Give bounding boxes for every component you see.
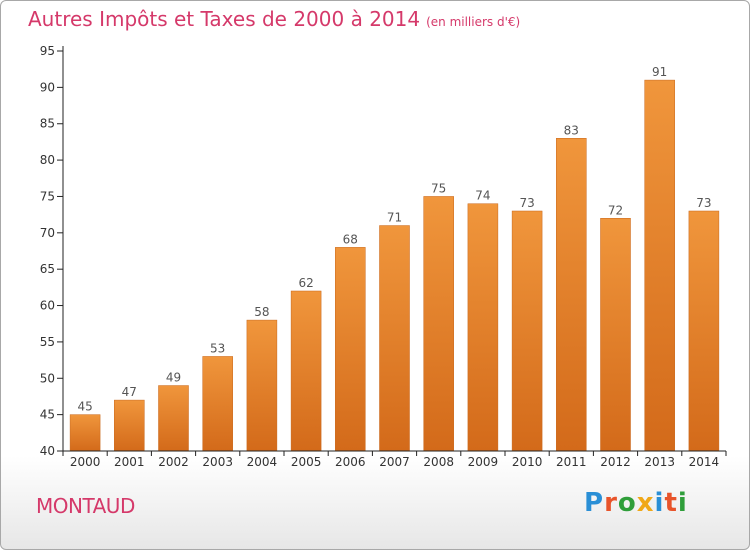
value-label-2013: 91 (652, 65, 667, 79)
x-tick-label-2014: 2014 (689, 455, 720, 469)
x-tick-label-2013: 2013 (644, 455, 675, 469)
y-tick-label: 75 (40, 189, 55, 203)
bar-2008 (423, 196, 454, 452)
x-tick-label-2011: 2011 (556, 455, 587, 469)
y-tick-label: 90 (40, 80, 55, 94)
bar-2014 (688, 210, 720, 452)
bar-2011 (556, 138, 587, 452)
bar-2009 (467, 203, 499, 452)
chart-title-text: Autres Impôts et Taxes de 2000 à 2014 (28, 7, 421, 31)
bar-2006 (335, 247, 366, 452)
x-tick-label-2006: 2006 (335, 455, 366, 469)
bar-2001 (114, 399, 145, 452)
bar-2005 (290, 290, 322, 452)
value-label-2005: 62 (298, 276, 313, 290)
bar-2003 (202, 356, 233, 452)
y-tick-label: 55 (40, 335, 55, 349)
x-tick-label-2000: 2000 (70, 455, 101, 469)
logo-letter: i (654, 488, 665, 518)
value-label-2011: 83 (564, 123, 579, 137)
bars: 45 47 49 53 58 62 68 71 75 74 73 83 72 91 73 (69, 65, 720, 452)
value-label-2004: 58 (254, 305, 269, 319)
y-tick-label: 85 (40, 117, 55, 131)
x-tick-label-2001: 2001 (114, 455, 145, 469)
y-tick-label: 40 (40, 444, 55, 458)
chart-title: Autres Impôts et Taxes de 2000 à 2014 (en… (28, 7, 520, 31)
y-tick-label: 60 (40, 299, 55, 313)
value-label-2008: 75 (431, 181, 446, 195)
x-tick-label-2012: 2012 (600, 455, 631, 469)
value-label-2009: 74 (475, 189, 490, 203)
bar-2004 (246, 319, 278, 452)
chart-subtitle: (en milliers d'€) (426, 15, 521, 29)
logo-letter: t (664, 488, 678, 518)
y-tick-label: 45 (40, 408, 55, 422)
logo-letter: i (677, 488, 688, 518)
value-label-2014: 73 (696, 196, 711, 210)
y-tick-label: 95 (40, 44, 55, 58)
commune-name: MONTAUD (36, 494, 135, 518)
y-tick-label: 80 (40, 153, 55, 167)
value-label-2007: 71 (387, 211, 402, 225)
y-tick-label: 50 (40, 371, 55, 385)
bar-2010 (511, 210, 543, 452)
value-label-2000: 45 (77, 400, 92, 414)
value-label-2001: 47 (122, 385, 137, 399)
logo-letter: P (584, 488, 605, 518)
logo-letter: o (617, 488, 637, 518)
logo-letter: r (604, 488, 618, 518)
x-tick-label-2008: 2008 (423, 455, 454, 469)
x-tick-label-2004: 2004 (247, 455, 278, 469)
value-label-2003: 53 (210, 341, 225, 355)
bar-2000 (69, 414, 101, 452)
x-tick-label-2010: 2010 (512, 455, 543, 469)
x-tick-label-2009: 2009 (468, 455, 499, 469)
x-tick-label-2002: 2002 (158, 455, 189, 469)
bar-2012 (600, 218, 631, 452)
x-tick-label-2003: 2003 (202, 455, 233, 469)
x-axis: 2000 2001 2002 2003 2004 2005 2006 2007 2008 2009… (62, 450, 727, 469)
value-label-2002: 49 (166, 371, 181, 385)
y-tick-label: 70 (40, 226, 55, 240)
bar-2002 (158, 385, 189, 452)
value-label-2006: 68 (343, 232, 358, 246)
value-label-2012: 72 (608, 203, 623, 217)
bar-2013 (644, 79, 675, 452)
y-axis: 40 45 50 55 60 65 70 75 80 85 90 95 (40, 44, 64, 458)
y-tick-label: 65 (40, 262, 55, 276)
x-tick-label-2007: 2007 (379, 455, 410, 469)
proxiti-logo: Proxiti (584, 488, 688, 518)
x-tick-label-2005: 2005 (291, 455, 322, 469)
bar-2007 (379, 225, 410, 452)
value-label-2010: 73 (519, 196, 534, 210)
logo-letter: x (636, 488, 655, 518)
